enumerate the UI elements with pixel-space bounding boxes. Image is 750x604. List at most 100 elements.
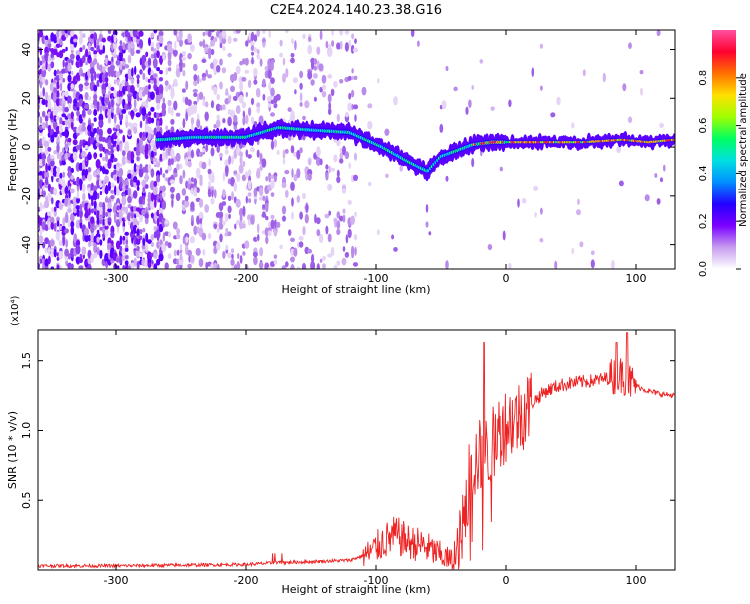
heatmap-cell — [227, 35, 232, 45]
heatmap-cell — [307, 173, 312, 181]
heatmap-cell — [257, 233, 260, 242]
heatmap-cell — [70, 221, 75, 228]
heatmap-cell — [222, 189, 226, 198]
heatmap-cell — [656, 30, 661, 37]
heatmap-cell — [41, 58, 46, 64]
heatmap-cell — [53, 36, 58, 44]
heatmap-cell — [81, 121, 86, 128]
heatmap-cell — [64, 32, 69, 38]
heatmap-cell — [111, 56, 114, 63]
heatmap-cell — [45, 176, 49, 186]
heatmap-cell — [70, 175, 75, 180]
heatmap-cell — [39, 229, 43, 236]
heatmap-cell — [148, 59, 151, 64]
heatmap-cell — [115, 257, 121, 263]
heatmap-cell — [296, 168, 301, 179]
heatmap-cell — [663, 164, 666, 172]
heatmap-cell — [185, 111, 189, 122]
heatmap-cell — [244, 69, 250, 74]
heatmap-cell — [99, 104, 103, 114]
heatmap-cell — [540, 207, 543, 215]
heatmap-cell — [193, 104, 197, 114]
heatmap-cell — [307, 70, 313, 80]
heatmap-cell — [210, 40, 215, 47]
heatmap-cell — [78, 257, 83, 264]
heatmap-cell — [138, 252, 144, 258]
heatmap-cell — [158, 31, 164, 36]
y-tick-label: 20 — [20, 91, 33, 105]
heatmap-cell — [84, 228, 90, 236]
heatmap-cell — [275, 93, 281, 101]
heatmap-cell — [62, 59, 65, 68]
heatmap-cell — [299, 102, 303, 107]
heatmap-cell — [247, 180, 252, 190]
heatmap-cell — [92, 140, 98, 150]
heatmap-cell — [52, 131, 58, 138]
heatmap-cell — [175, 112, 181, 117]
heatmap-cell — [85, 48, 89, 57]
heatmap-cell — [315, 217, 321, 225]
heatmap-cell — [193, 63, 198, 72]
heatmap-cell — [264, 202, 269, 209]
heatmap-cell — [539, 237, 544, 243]
heatmap-cell — [161, 185, 166, 192]
heatmap-cell — [101, 37, 107, 43]
heatmap-cell — [119, 96, 123, 105]
heatmap-cell — [41, 66, 46, 71]
heatmap-cell — [182, 169, 186, 179]
y-tick-label: 40 — [20, 43, 33, 57]
heatmap-cell — [205, 101, 209, 108]
heatmap-cell — [348, 92, 352, 100]
heatmap-cell — [130, 78, 135, 85]
heatmap-cell — [116, 205, 120, 211]
heatmap-cell — [50, 222, 55, 230]
heatmap-cell — [327, 233, 332, 243]
heatmap-cell — [290, 181, 295, 191]
heatmap-cell — [294, 40, 297, 51]
spectrogram-x-axis-label: Height of straight line (km) — [281, 283, 430, 296]
heatmap-cell — [98, 64, 103, 72]
heatmap-cell — [39, 91, 43, 101]
heatmap-cell — [124, 231, 129, 236]
heatmap-cell — [70, 83, 75, 90]
heatmap-cell — [67, 208, 72, 213]
heatmap-cell — [190, 44, 195, 52]
heatmap-cell — [270, 112, 275, 117]
heatmap-cell — [233, 72, 238, 81]
heatmap-cell — [124, 247, 129, 252]
heatmap-cell — [602, 72, 606, 83]
heatmap-cell — [205, 143, 209, 153]
heatmap-cell — [554, 260, 558, 269]
heatmap-cell — [144, 216, 149, 225]
heatmap-cell — [96, 62, 100, 71]
heatmap-cell — [321, 74, 327, 84]
heatmap-cell — [179, 175, 183, 185]
heatmap-cell — [116, 225, 120, 234]
heatmap-cell — [328, 44, 332, 51]
heatmap-cell — [41, 110, 46, 118]
heatmap-cell — [156, 161, 161, 168]
heatmap-cell — [253, 67, 258, 77]
x-tick-label: -100 — [364, 574, 389, 587]
heatmap-cell — [219, 58, 223, 66]
heatmap-cell — [147, 261, 152, 268]
heatmap-cell — [122, 225, 126, 233]
heatmap-cell — [56, 30, 60, 38]
heatmap-cell — [136, 143, 140, 152]
heatmap-cell — [290, 145, 295, 154]
heatmap-cell — [39, 202, 43, 212]
heatmap-cell — [156, 217, 160, 227]
heatmap-cell — [247, 169, 252, 176]
heatmap-cell — [235, 30, 241, 34]
heatmap-cell — [273, 175, 277, 183]
heatmap-cell — [101, 136, 106, 143]
heatmap-cell — [273, 228, 278, 237]
heatmap-cell — [67, 169, 72, 179]
heatmap-cell — [161, 243, 167, 253]
heatmap-cell — [190, 105, 195, 115]
heatmap-cell — [151, 260, 154, 265]
heatmap-cell — [139, 138, 143, 147]
heatmap-cell — [47, 165, 52, 172]
heatmap-cell — [261, 38, 266, 43]
heatmap-cell — [39, 47, 43, 56]
